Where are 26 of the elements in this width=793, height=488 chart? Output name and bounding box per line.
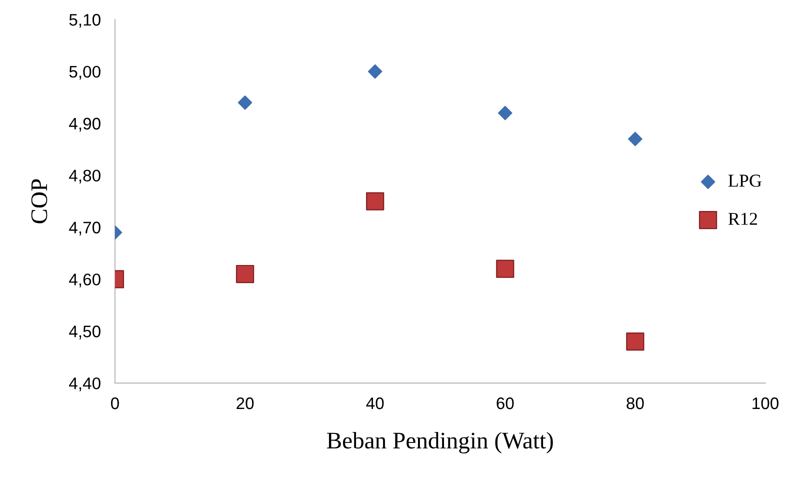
y-tick-label: 4,80 [69,170,100,184]
point [238,95,252,110]
legend-label: LPG [728,174,762,187]
y-tick-label: 5,00 [69,66,100,80]
x-tick-label: 0 [111,397,119,410]
x-tick-label: 20 [236,397,254,410]
x-axis-title: Beban Pendingin (Watt) [326,432,553,454]
y-tick-label: 4,50 [69,326,100,340]
point [236,264,254,284]
y-tick-label: 4,60 [69,274,100,288]
point [626,332,644,351]
point [496,260,514,278]
point [498,106,512,120]
point [368,64,382,79]
point [366,192,384,210]
y-tick-label: 4,40 [69,377,100,392]
y-tick-label: 4,90 [69,118,100,132]
x-tick-label: 100 [752,397,778,410]
x-tick-label: 80 [626,397,644,410]
legend-label: R12 [728,212,757,225]
y-axis-title: COP [31,179,48,224]
point [628,132,642,146]
x-tick-label: 60 [496,397,514,410]
y-tick-label: 5,10 [69,14,100,28]
x-tick-label: 40 [366,397,384,410]
y-tick-label: 4,70 [69,222,100,236]
